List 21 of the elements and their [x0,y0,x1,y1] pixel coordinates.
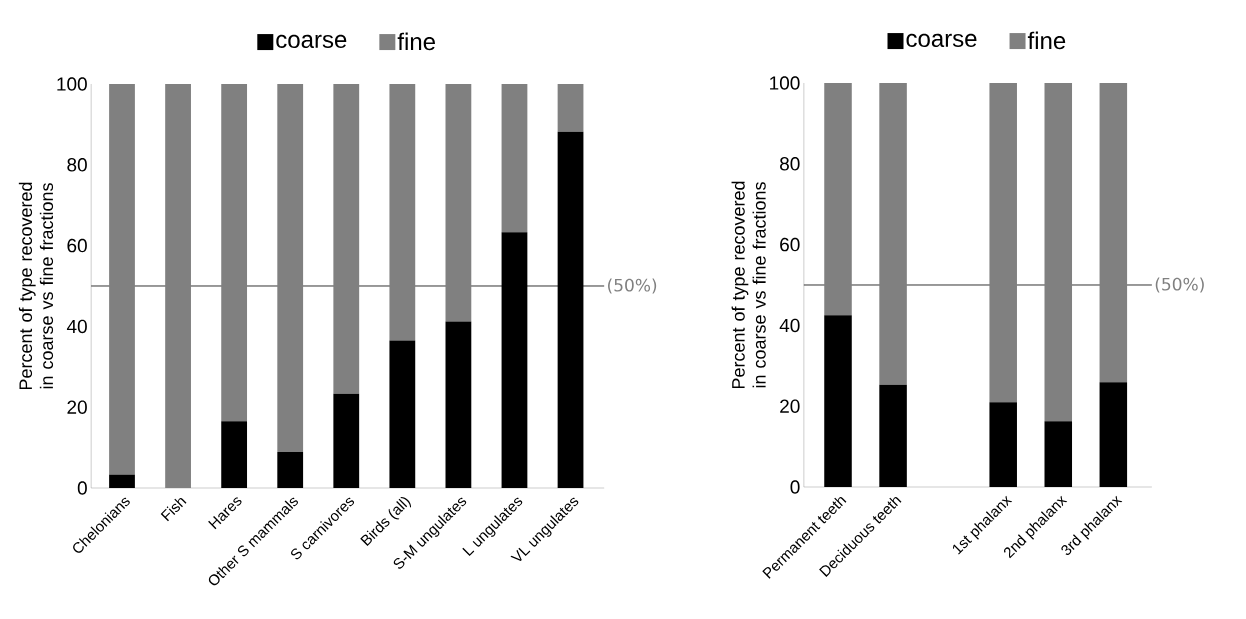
x-tick-label: Fish [160,497,187,522]
y-axis-title: Percent of type recovered in coarse vs fine fractions [18,182,54,390]
legend-label: fine [397,32,435,51]
y-tick-label: 40 [779,318,800,333]
y-tick-label: 20 [780,399,800,413]
ref-line-label: (50%) [1155,277,1204,293]
y-tick-label: 40 [66,319,87,334]
y-tick-label: 60 [780,237,800,252]
legend-label: coarse [276,34,347,49]
legend-label: coarse [906,33,977,48]
legend-label: fine [1027,31,1066,50]
y-axis-title: Percent of type recovered in coarse vs fine fractions [731,181,766,389]
y-tick-label: 100 [57,77,87,91]
y-tick-label: 0 [77,481,87,495]
y-tick-label: 20 [67,400,87,414]
y-tick-label: 60 [67,238,87,253]
y-tick-label: 100 [770,76,800,90]
y-tick-label: 80 [780,157,800,171]
y-tick-label: 80 [67,158,87,172]
y-tick-label: 0 [790,480,800,494]
ref-line-label: (50%) [608,278,657,294]
